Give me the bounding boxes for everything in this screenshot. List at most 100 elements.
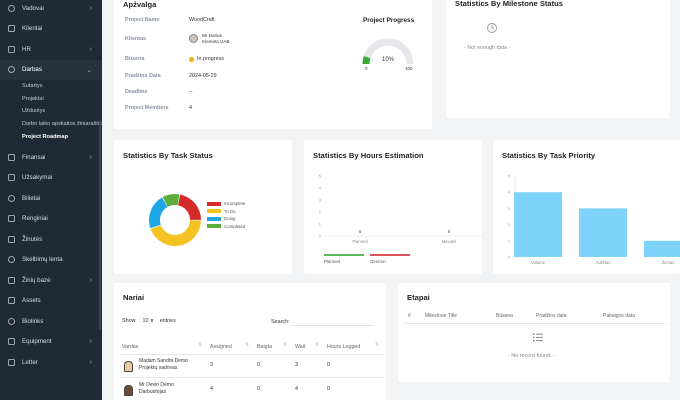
data-label: 0 [448,229,451,234]
members-label: Project Members [125,105,169,111]
legend-item[interactable]: Completed [207,223,245,231]
sidebar-item-7[interactable]: Renginiai [0,208,102,229]
task-status-title: Statistics By Task Status [123,151,213,160]
sidebar-scrollbar[interactable] [99,120,101,330]
sidebar-item-icon [8,194,15,202]
row-divider [120,377,384,378]
sidebar-subitem-4[interactable]: Project Roadmap [22,133,69,140]
project-name-label: Project Name [125,17,160,23]
donut-slice-completed[interactable] [162,194,180,207]
sidebar-item-12[interactable]: Biolinks [0,311,102,332]
client-avatar [189,34,198,43]
donut-slice-to-do[interactable] [150,220,201,247]
priority-chart: 5 4 3 2 1 0 Volume Aukštas Žemas [508,174,680,265]
overrun-legend-label: Overrun [370,259,386,264]
sidebar-item-label: Biolinks [22,317,44,325]
legend-item[interactable]: Incomplete [207,200,245,208]
entries-label: entries [159,318,176,324]
bar-žemas[interactable] [644,240,680,257]
status-dot-icon [189,56,194,62]
chevron-right-icon: › [89,4,92,12]
members-col-header[interactable]: Assigned [210,344,232,350]
planned-legend-label: Planned [324,259,341,264]
sidebar-item-3[interactable]: Darbas ⌄ [0,59,102,80]
sidebar-item-8[interactable]: Žinutės [0,229,102,250]
progress-min: 0 [365,66,368,71]
bar-aukštas[interactable] [579,208,627,257]
legend-item[interactable]: To Do [207,208,245,216]
sidebar-item-label: Assets [22,297,41,305]
sort-icon[interactable]: ⇅ [315,342,320,348]
etapai-col-header[interactable]: Pabaigos data [603,313,635,319]
sidebar-item-icon [8,25,15,33]
y-tick-label: 5 [319,174,322,179]
sidebar-item-4[interactable]: Finansai › [0,147,102,168]
legend-label: Incomplete [224,201,246,207]
entries-select[interactable]: 10 ⬍ [140,317,157,325]
sidebar-item-9[interactable]: Skelbimų lenta [0,249,102,270]
y-tick-label: 0 [319,234,322,239]
sidebar-item-icon [8,4,15,12]
sidebar-item-label: Equipment [22,338,52,346]
etapai-col-header[interactable]: # [408,313,411,319]
member-hours: 0 [327,386,330,392]
sidebar-item-icon [8,235,15,243]
x-tick-label: Volume [531,260,546,265]
priority-card: Statistics By Task Priority 5 4 3 2 1 0 Volume… [493,140,680,274]
y-tick-label: 2 [319,210,322,215]
etapai-col-header[interactable]: Pradžios data [536,313,567,319]
sidebar-subitem-2[interactable]: Užduotys [22,108,46,115]
members-col-header[interactable]: Vardas [122,344,139,350]
sidebar-item-icon [8,358,15,366]
sidebar-item-13[interactable]: Equipment › [0,331,102,352]
x-tick-label: Minutės [442,239,457,244]
sidebar-item-icon [8,153,15,161]
sidebar-item-label: Žinutės [22,235,43,243]
sidebar-item-label: Skelbimų lenta [22,256,63,264]
progress-gauge [362,38,414,65]
bar-volume[interactable] [514,192,562,257]
donut-slice-incomplete[interactable] [177,194,201,220]
sidebar-subitem-0[interactable]: Sutartys [22,83,43,90]
sidebar-item-1[interactable]: Klientai [0,19,102,40]
hours-legend: Planned Overrun [324,254,410,264]
sidebar-item-6[interactable]: Bilietai [0,188,102,209]
sidebar-item-5[interactable]: Užsakymai [0,167,102,188]
sidebar-item-icon [8,45,15,53]
legend-item[interactable]: Doing [207,215,245,223]
members-header-divider [120,354,384,355]
member-wait: 4 [295,386,298,392]
sidebar-subitem-1[interactable]: Projektai [22,95,44,102]
client-name[interactable]: Mr Darius [202,33,222,38]
donut-slice-doing[interactable] [149,197,168,229]
sidebar-item-14[interactable]: Letter › [0,352,102,373]
members-col-header[interactable]: Hours Logged [327,344,361,350]
sort-icon[interactable]: ⇅ [375,342,380,348]
overview-title: Apžvalga [123,0,157,9]
hours-legend-overrun: Overrun [370,254,410,264]
sort-icon[interactable]: ⇅ [245,342,250,348]
y-tick-label: 1 [508,238,511,243]
members-col-header[interactable]: Baigta [257,344,273,350]
client-label: Klientas [125,35,146,42]
sidebar-item-icon [8,215,15,223]
etapai-col-header[interactable]: Milestone Title [425,313,457,319]
y-tick-label: 1 [319,222,322,227]
task-status-donut [149,194,201,247]
sort-icon[interactable]: ⇅ [283,342,288,348]
member-name[interactable]: Mr Devin Demo [139,382,174,388]
legend-swatch [207,216,221,221]
y-tick-label: 2 [508,222,511,227]
member-name[interactable]: Madam Sandra Demo [139,358,188,364]
etapai-col-header[interactable]: Būsena [496,313,513,319]
members-col-header[interactable]: Wait [295,344,306,350]
sidebar-item-10[interactable]: Žinių bazė › [0,270,102,291]
search-input[interactable] [291,317,374,326]
sidebar-item-2[interactable]: HR › [0,39,102,60]
sort-icon[interactable]: ⇅ [198,342,203,348]
sidebar-item-11[interactable]: Assets [0,290,102,311]
sidebar-item-0[interactable]: Vadovai › [0,0,102,19]
sidebar-subitem-3[interactable]: Darbo laiko apskaitos žiniaraštis [22,121,102,128]
chevron-down-icon: ⌄ [86,66,92,74]
sidebar-item-label: Klientai [22,25,43,33]
